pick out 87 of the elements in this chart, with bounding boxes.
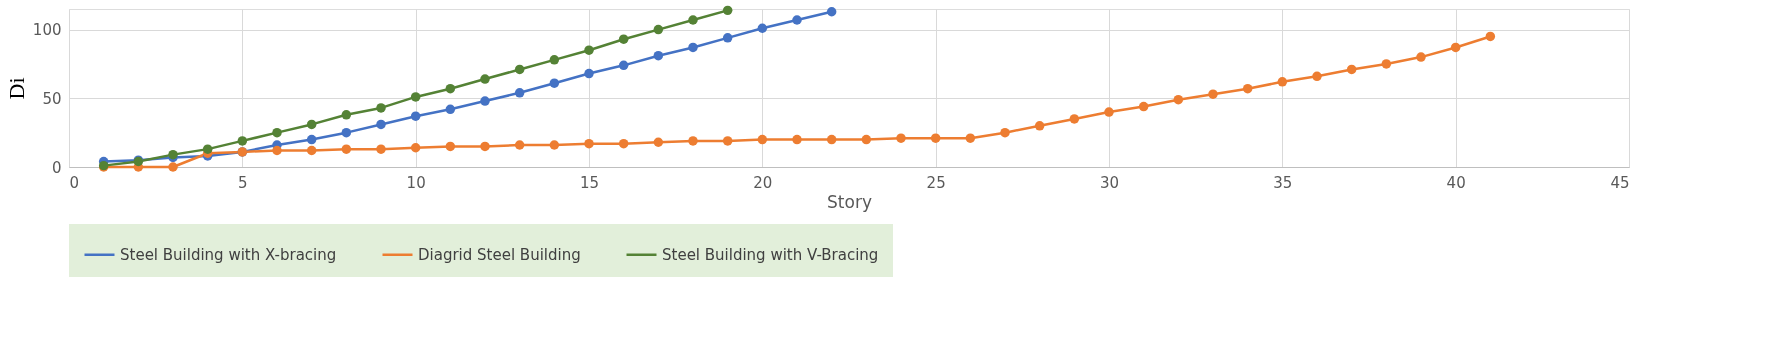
point (584, 68, 594, 79)
point (168, 162, 178, 172)
point (1381, 59, 1392, 69)
point (826, 7, 837, 17)
legend-label: Diagrid Steel Building (418, 245, 581, 264)
point (1450, 42, 1461, 53)
point (410, 92, 421, 102)
point (514, 88, 525, 98)
point (1416, 52, 1426, 62)
legend-label: Steel Building with X-bracing (120, 245, 337, 264)
point (306, 134, 317, 145)
point (272, 145, 282, 156)
point (272, 127, 282, 138)
point (1000, 127, 1010, 138)
point (792, 134, 802, 145)
point (688, 15, 698, 25)
point (688, 42, 698, 53)
point (376, 119, 386, 130)
point (376, 103, 386, 113)
x-tick-label: 20 (753, 173, 773, 192)
point (410, 111, 421, 121)
point (237, 136, 248, 146)
point (480, 74, 490, 84)
y-tick-label: 0 (51, 158, 62, 177)
point (549, 140, 560, 150)
point (653, 24, 664, 35)
point (653, 50, 664, 61)
x-axis-title: Story (827, 191, 872, 212)
point (514, 140, 525, 150)
point (445, 83, 456, 94)
point (618, 34, 629, 44)
point (584, 138, 594, 149)
point (445, 141, 456, 152)
point (1138, 101, 1149, 112)
point (306, 119, 317, 130)
point (757, 23, 768, 33)
y-tick-label: 100 (32, 21, 62, 40)
point (341, 110, 352, 120)
point (896, 133, 906, 143)
point (376, 144, 386, 154)
point (549, 78, 560, 88)
point (1173, 94, 1184, 105)
point (480, 141, 490, 152)
point (1069, 114, 1080, 124)
point (722, 33, 733, 43)
point (1104, 107, 1114, 117)
point (306, 145, 317, 156)
point (1208, 89, 1218, 99)
x-tick-label: 25 (926, 173, 946, 192)
point (584, 45, 594, 55)
legend-label: Steel Building with V-Bracing (662, 245, 879, 264)
point (1312, 71, 1322, 82)
point (1346, 64, 1357, 75)
point (1034, 121, 1045, 131)
x-tick-label: 35 (1273, 173, 1293, 192)
x-tick-label: 30 (1099, 173, 1120, 192)
point (549, 55, 560, 65)
point (480, 96, 490, 106)
x-tick-label: 45 (1610, 173, 1630, 192)
point (445, 104, 456, 115)
y-axis-title: Di (3, 77, 29, 100)
x-tick-label: 15 (579, 173, 600, 192)
point (688, 136, 698, 146)
point (618, 138, 629, 149)
point (618, 60, 629, 71)
x-tick-label: 5 (238, 173, 248, 192)
point (722, 136, 733, 146)
x-tick-label: 10 (406, 173, 426, 192)
y-tick-label: 50 (42, 89, 62, 108)
point (653, 137, 664, 147)
point (722, 5, 733, 16)
point (861, 134, 872, 145)
x-tick-label: 40 (1446, 173, 1466, 192)
point (1242, 83, 1253, 94)
point (930, 133, 941, 143)
point (965, 133, 976, 143)
point (514, 64, 525, 75)
point (826, 134, 837, 145)
point (341, 144, 352, 154)
point (341, 127, 352, 138)
point (792, 15, 802, 25)
x-tick-label: 0 (69, 173, 80, 192)
point (1485, 31, 1496, 42)
point (410, 143, 421, 153)
point (757, 134, 768, 145)
point (202, 144, 213, 154)
point (1277, 77, 1288, 87)
